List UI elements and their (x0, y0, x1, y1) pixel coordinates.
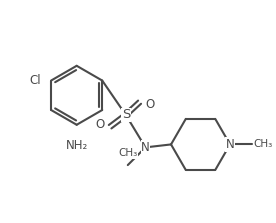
Text: N: N (141, 141, 150, 154)
Text: O: O (145, 98, 155, 111)
Text: S: S (122, 108, 130, 122)
Text: Cl: Cl (30, 74, 41, 87)
Text: CH₃: CH₃ (118, 148, 137, 158)
Text: CH₃: CH₃ (254, 139, 273, 149)
Text: O: O (95, 118, 104, 131)
Text: N: N (226, 138, 234, 151)
Text: NH₂: NH₂ (65, 138, 88, 152)
